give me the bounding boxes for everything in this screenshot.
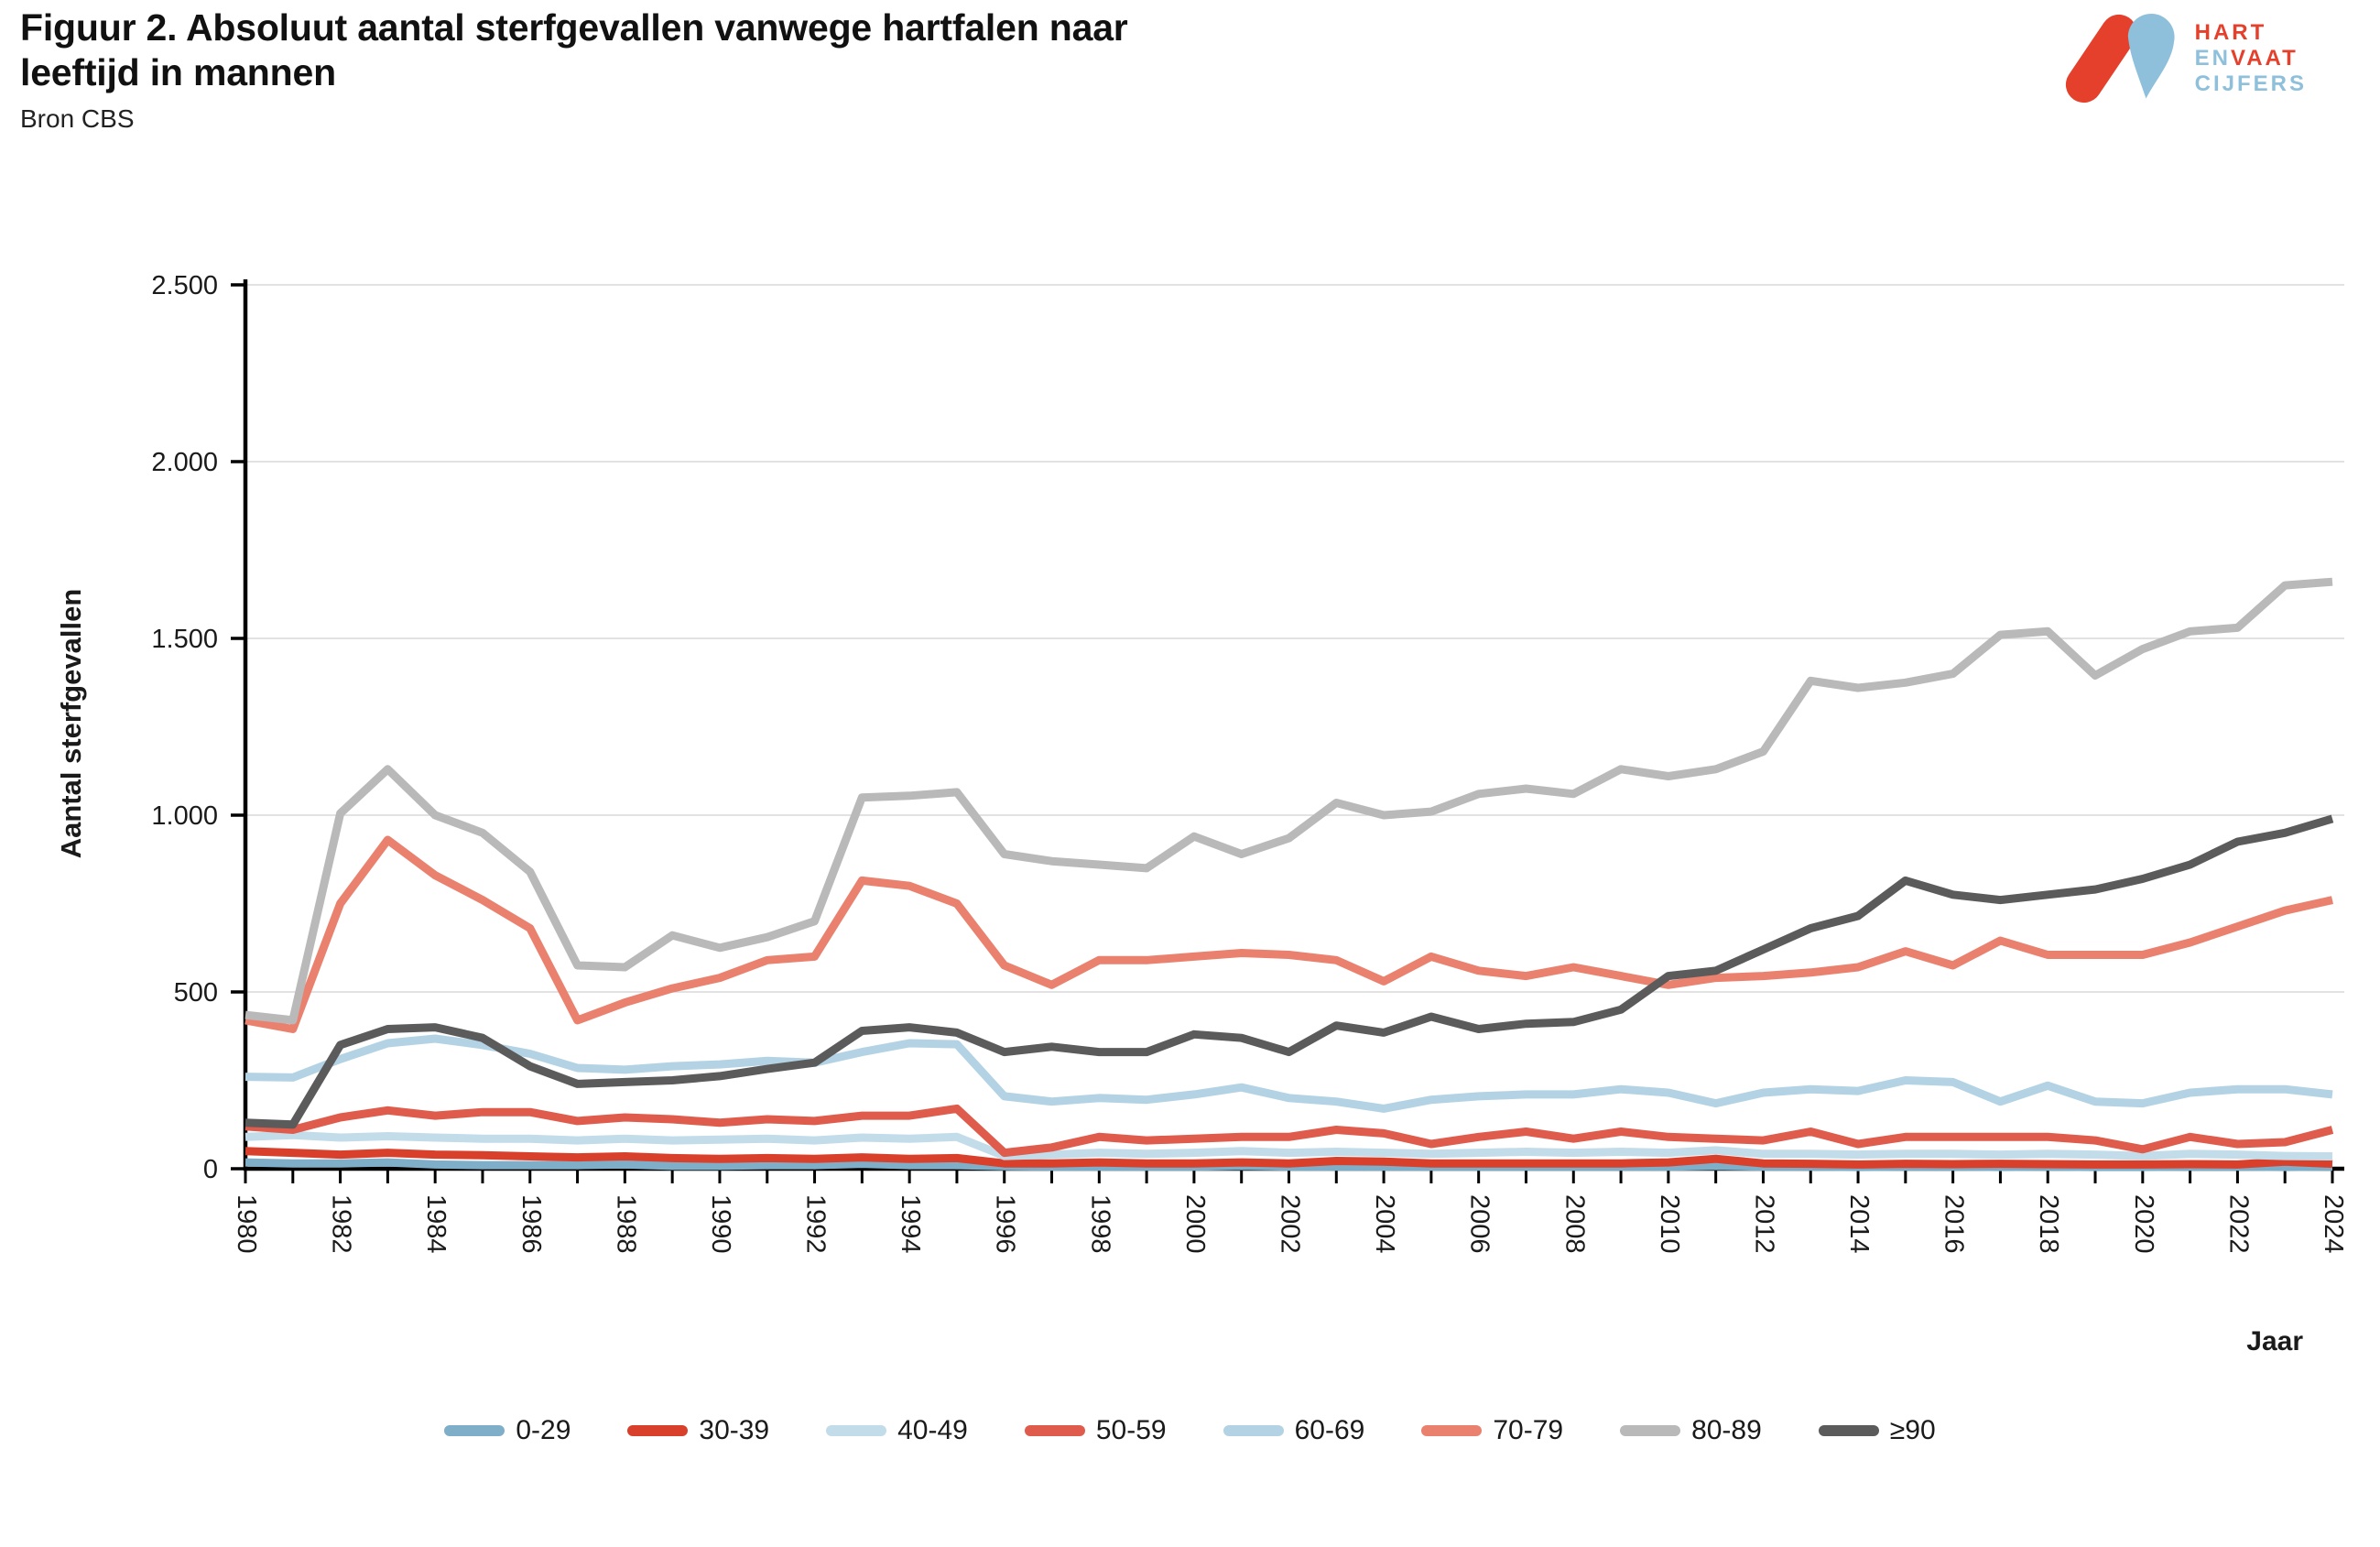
legend-item-label: 50-59 — [1095, 1415, 1167, 1445]
y-tick-label: 0 — [203, 1155, 218, 1184]
source-label: Bron CBS — [20, 104, 135, 134]
legend-swatch-icon — [1421, 1425, 1483, 1436]
y-axis-title: Aantal sterfgevallen — [55, 589, 87, 859]
y-tick-label: 2.500 — [151, 271, 218, 300]
legend-swatch-icon — [826, 1425, 887, 1436]
legend-item-label: 60-69 — [1294, 1415, 1365, 1445]
series-line-≥90 — [245, 814, 2334, 1129]
x-tick-label: 2020 — [2129, 1194, 2158, 1254]
y-tick-label: 1.500 — [151, 625, 218, 654]
heart-logo-icon — [2065, 13, 2175, 103]
series-line-60-69 — [245, 1034, 2333, 1113]
brand-logo: HART ENVAAT CIJFERS — [2059, 7, 2307, 110]
legend-swatch-icon — [1024, 1425, 1085, 1436]
legend-item-60-69: 60-69 — [1223, 1415, 1365, 1446]
page-title: Figuur 2. Absoluut aantal sterfgevallen … — [20, 6, 1128, 94]
legend-swatch-icon — [1223, 1425, 1284, 1436]
legend-item-30-39: 30-39 — [627, 1415, 769, 1446]
series-line-30-39 — [245, 1147, 2333, 1169]
x-tick-label: 1982 — [327, 1194, 356, 1254]
line-chart: 0 500 1.000 1.500 2.000 2.500 1980 1982 1984 1986… — [55, 271, 2348, 1254]
x-tick-label: 1990 — [706, 1194, 735, 1254]
x-tick-label: 2002 — [1276, 1194, 1305, 1254]
x-tick-label: 1998 — [1085, 1194, 1114, 1254]
x-tick-label: 2012 — [1749, 1194, 1778, 1254]
x-tick-label: 2000 — [1180, 1194, 1210, 1254]
x-tick-label: 1980 — [232, 1194, 261, 1254]
x-tick-label: 2016 — [1940, 1194, 1969, 1254]
line-chart-canvas: 0 500 1.000 1.500 2.000 2.500 1980 1982 1984 1986… — [55, 271, 2348, 1254]
x-tick-label: 1988 — [611, 1194, 640, 1254]
series-line-50-59 — [245, 1104, 2334, 1158]
legend-item-label: 40-49 — [897, 1415, 968, 1445]
legend-item-70-79: 70-79 — [1421, 1415, 1563, 1446]
logo-line-3: CIJFERS — [2194, 71, 2307, 96]
legend-swatch-icon — [444, 1425, 505, 1436]
x-tick-label: 1984 — [421, 1194, 451, 1254]
legend-item-label: ≥90 — [1889, 1415, 1936, 1445]
x-tick-label: 2024 — [2319, 1194, 2348, 1254]
logo-line-1: HART — [2194, 20, 2267, 45]
legend-item-80-89: 80-89 — [1620, 1415, 1762, 1446]
legend-item-label: 30-39 — [699, 1415, 770, 1445]
x-axis-title: Jaar — [2246, 1326, 2303, 1356]
logo-line-2: ENVAAT — [2194, 46, 2298, 71]
legend-item-40-49: 40-49 — [826, 1415, 968, 1446]
x-tick-label: 2006 — [1465, 1194, 1494, 1254]
legend-swatch-icon — [627, 1425, 689, 1436]
legend-swatch-icon — [1818, 1425, 1879, 1436]
legend-item-0-29: 0-29 — [444, 1415, 571, 1446]
y-tick-label: 1.000 — [151, 801, 218, 831]
x-tick-label: 2022 — [2223, 1194, 2253, 1254]
x-tick-label: 1994 — [896, 1194, 925, 1254]
legend-item-≥90: ≥90 — [1818, 1415, 1936, 1446]
legend-item-label: 0-29 — [516, 1415, 571, 1445]
x-tick-label: 1996 — [991, 1194, 1020, 1254]
legend-item-label: 80-89 — [1691, 1415, 1762, 1445]
legend-swatch-icon — [1620, 1425, 1681, 1436]
x-tick-label: 2010 — [1655, 1194, 1684, 1254]
y-tick-label: 500 — [174, 978, 218, 1008]
legend-item-label: 70-79 — [1493, 1415, 1564, 1445]
series-line-70-79 — [245, 835, 2333, 1033]
legend: 0-29 30-39 40-49 50-59 60-69 70-79 80-89 ≥90 — [0, 1415, 2380, 1446]
series-line-80-89 — [245, 577, 2333, 1025]
y-tick-label: 2.000 — [151, 448, 218, 477]
x-tick-label: 2008 — [1559, 1194, 1589, 1254]
legend-item-50-59: 50-59 — [1024, 1415, 1167, 1446]
x-tick-label: 2014 — [1844, 1194, 1874, 1254]
x-tick-label: 2018 — [2034, 1194, 2063, 1254]
figure-header: Figuur 2. Absoluut aantal sterfgevallen … — [20, 5, 1394, 134]
x-tick-label: 2004 — [1370, 1194, 1399, 1254]
x-tick-label: 1986 — [516, 1194, 546, 1254]
logo-wordmark: HART ENVAAT CIJFERS — [2195, 20, 2307, 97]
series-line-40-49 — [245, 1130, 2333, 1160]
x-tick-label: 1992 — [801, 1194, 831, 1254]
